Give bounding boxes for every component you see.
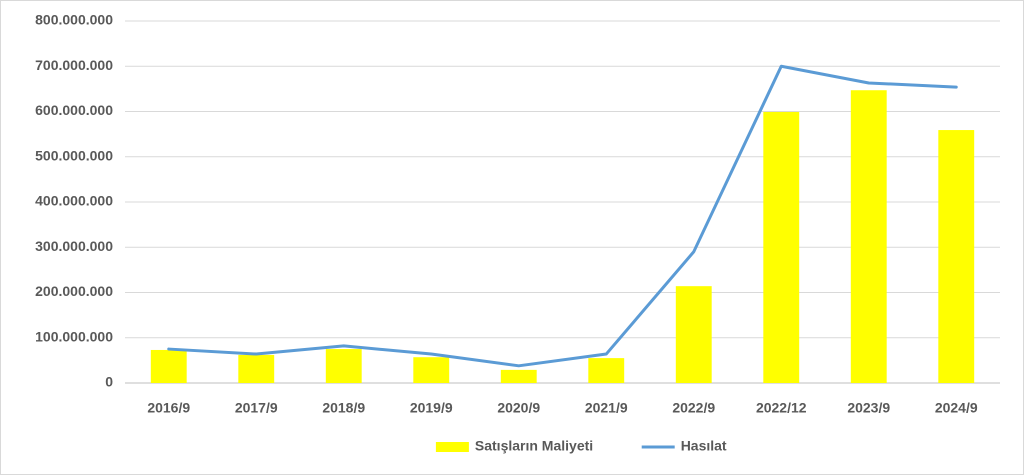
bar: [675, 286, 712, 383]
bar: [763, 111, 800, 383]
y-tick-label: 100.000.000: [35, 328, 113, 344]
y-tick-label: 500.000.000: [35, 147, 113, 163]
bar: [238, 354, 275, 383]
x-tick-label: 2022/12: [756, 400, 807, 416]
bar: [588, 358, 625, 383]
bar: [500, 369, 537, 383]
x-tick-label: 2016/9: [147, 400, 190, 416]
y-tick-label: 0: [105, 374, 113, 390]
bar: [325, 349, 362, 383]
x-tick-label: 2024/9: [935, 400, 978, 416]
bar: [938, 130, 975, 383]
y-tick-label: 700.000.000: [35, 57, 113, 73]
y-tick-label: 400.000.000: [35, 193, 113, 209]
x-tick-label: 2017/9: [235, 400, 278, 416]
y-tick-label: 200.000.000: [35, 283, 113, 299]
y-tick-label: 300.000.000: [35, 238, 113, 254]
x-tick-label: 2023/9: [847, 400, 890, 416]
x-tick-label: 2022/9: [672, 400, 715, 416]
x-tick-label: 2019/9: [410, 400, 453, 416]
legend-label: Satışların Maliyeti: [475, 438, 593, 454]
bar: [150, 349, 187, 383]
x-tick-label: 2021/9: [585, 400, 628, 416]
x-tick-label: 2018/9: [322, 400, 365, 416]
legend-label: Hasılat: [681, 438, 727, 454]
bar: [413, 357, 450, 383]
y-tick-label: 600.000.000: [35, 102, 113, 118]
line: [167, 64, 958, 368]
bar: [850, 90, 887, 384]
x-tick-label: 2020/9: [497, 400, 540, 416]
legend-swatch: [435, 442, 469, 452]
y-tick-label: 800.000.000: [35, 12, 113, 28]
